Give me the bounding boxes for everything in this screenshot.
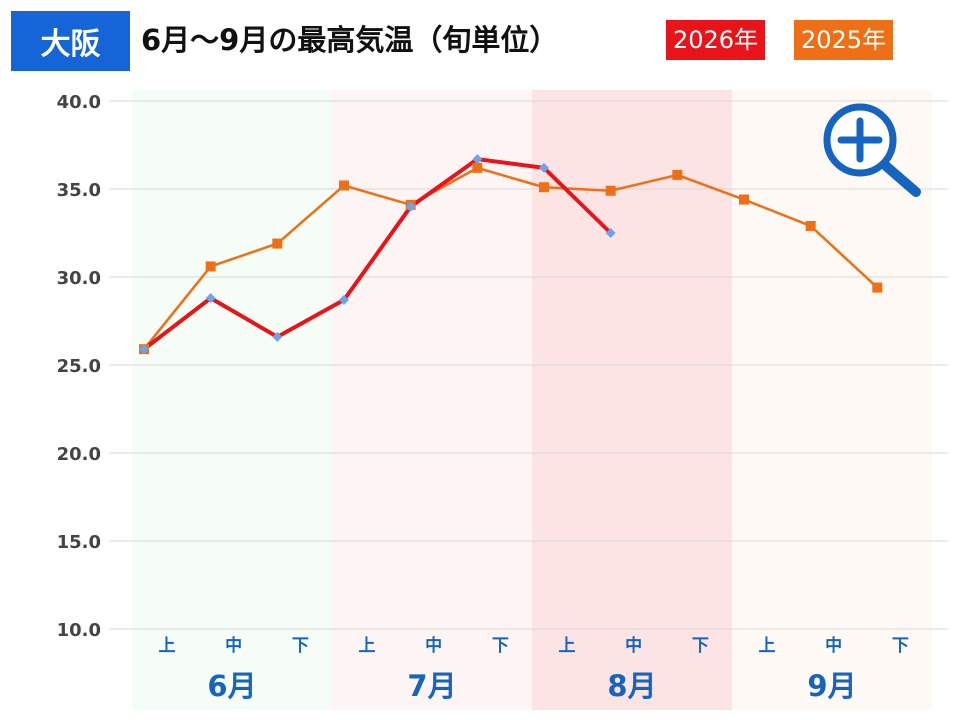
series-line <box>143 166 879 350</box>
x-tick-label: 下 <box>292 636 309 656</box>
month-band <box>332 90 532 710</box>
month-band <box>732 90 932 710</box>
data-point <box>605 185 616 196</box>
data-point <box>339 180 349 191</box>
x-tick-label: 下 <box>492 636 509 656</box>
x-tick-label: 中 <box>825 635 842 656</box>
data-point <box>605 228 616 238</box>
y-tick-label: 30.0 <box>57 268 101 289</box>
x-tick-label: 上 <box>759 636 776 656</box>
data-point <box>739 194 749 205</box>
month-band <box>132 90 332 710</box>
data-point <box>405 201 416 212</box>
y-tick-label: 25.0 <box>57 356 101 377</box>
x-tick-label: 中 <box>425 635 442 656</box>
chart-title: 6月～9月の最高気温（旬単位） <box>141 23 559 57</box>
data-point <box>205 293 216 304</box>
data-point <box>539 162 549 173</box>
data-point <box>205 261 216 272</box>
month-label: 6月 <box>207 669 256 703</box>
data-point <box>805 220 816 231</box>
x-tick-label: 上 <box>359 636 376 656</box>
month-label: 8月 <box>607 669 656 703</box>
series-line <box>142 157 613 351</box>
month-band <box>532 90 732 710</box>
data-point <box>872 282 883 293</box>
data-point <box>272 331 283 342</box>
month-label: 7月 <box>407 669 456 703</box>
x-tick-label: 中 <box>225 635 242 656</box>
y-tick-label: 40.0 <box>57 92 101 113</box>
data-point <box>472 154 483 165</box>
data-point <box>139 344 149 355</box>
y-tick-label: 15.0 <box>57 532 101 553</box>
x-tick-label: 上 <box>559 636 576 656</box>
month-label: 9月 <box>807 669 856 703</box>
zoom-in-icon[interactable] <box>820 100 924 204</box>
data-point <box>339 294 349 305</box>
y-tick-label: 35.0 <box>57 180 101 201</box>
data-point <box>539 182 549 193</box>
data-point <box>672 169 683 180</box>
data-point <box>472 162 483 173</box>
x-tick-label: 下 <box>892 636 909 656</box>
y-tick-label: 20.0 <box>57 444 101 465</box>
legend-2026: 2026年 <box>666 20 766 60</box>
x-tick-label: 下 <box>692 636 709 656</box>
city-badge: 大阪 <box>11 11 130 71</box>
x-tick-label: 上 <box>159 636 176 656</box>
x-tick-label: 中 <box>625 635 642 656</box>
y-tick-label: 10.0 <box>57 620 101 641</box>
data-point <box>272 238 283 249</box>
legend-2025: 2025年 <box>794 20 894 60</box>
